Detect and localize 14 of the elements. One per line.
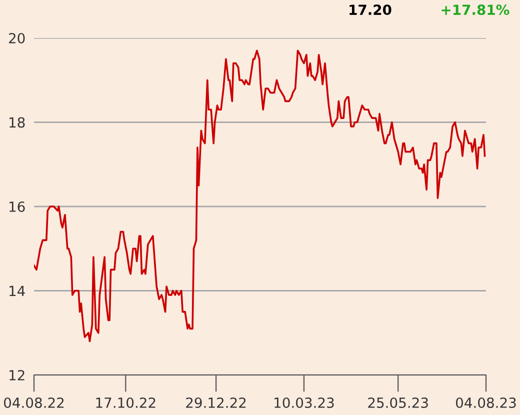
x-tick-label: 04.08.23 bbox=[456, 397, 516, 408]
y-tick-label: 12 bbox=[10, 370, 24, 380]
x-tick-label: 10.03.23 bbox=[274, 397, 334, 408]
y-tick-label: 20 bbox=[9, 32, 25, 44]
line-series bbox=[34, 50, 486, 342]
x-tick-label: 25.05.23 bbox=[368, 397, 428, 408]
x-tick-label: 04.08.22 bbox=[4, 397, 64, 408]
y-tick-label: 18 bbox=[10, 117, 25, 128]
y-tick-label: 16 bbox=[10, 201, 25, 212]
y-tick-label: 14 bbox=[10, 286, 25, 296]
text: 17.20 bbox=[350, 4, 392, 16]
text: +17.81% bbox=[442, 4, 510, 16]
x-tick-label: 17.10.22 bbox=[96, 397, 156, 408]
x-tick-label: 29.12.22 bbox=[186, 397, 246, 408]
